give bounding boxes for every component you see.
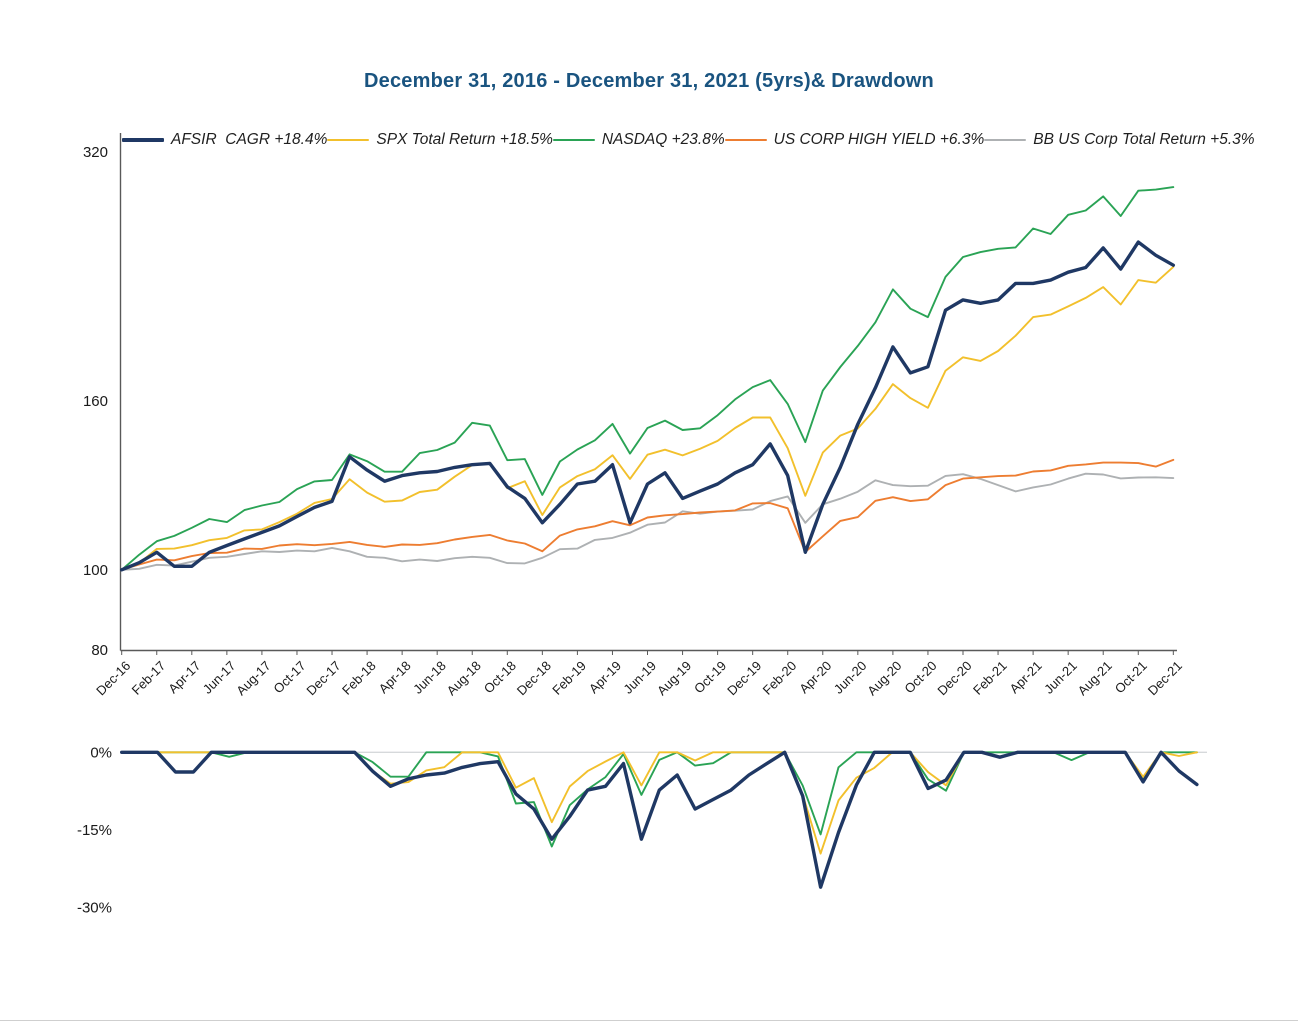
performance-line-1 [120, 265, 1175, 571]
legend-label: US CORP HIGH YIELD +6.3% [773, 131, 985, 148]
performance-line-0 [120, 240, 1175, 572]
performance-line-4 [120, 472, 1175, 571]
x-axis-tick-label: Dec-17 [303, 658, 343, 698]
x-axis-tick-label: Dec-16 [93, 658, 133, 698]
x-axis-tick-label: Aug-20 [864, 658, 904, 698]
x-axis-tick-label: Oct-20 [901, 658, 939, 696]
x-axis-tick-label: Dec-21 [1145, 658, 1185, 698]
x-axis-tick-label: Apr-21 [1007, 658, 1045, 696]
x-axis-tick-label: Apr-19 [586, 658, 624, 696]
y-axis-tick-label: 100 [83, 562, 108, 579]
legend-label: NASDAQ +23.8% [601, 131, 725, 148]
x-axis-tick-label: Aug-21 [1075, 658, 1115, 698]
legend-line-swatch [327, 138, 370, 142]
x-axis-tick-label: Oct-18 [481, 658, 519, 696]
x-axis-tick-label: Feb-17 [129, 658, 169, 698]
x-axis-tick-label: Apr-20 [796, 658, 834, 696]
x-axis-tick-label: Aug-19 [654, 658, 694, 698]
legend-label: BB US Corp Total Return +5.3% [1033, 131, 1255, 148]
x-axis-tick-label: Jun-17 [200, 658, 239, 697]
legend-line-swatch [724, 138, 767, 142]
drawdown-line-2 [120, 751, 1198, 848]
x-axis-tick-label: Oct-19 [691, 658, 729, 696]
x-axis-tick-label: Jun-18 [410, 658, 449, 697]
drawdown-tick-label: -30% [77, 900, 112, 917]
drawdown-line-0 [120, 750, 1199, 889]
legend-line-swatch [122, 138, 164, 142]
x-axis-tick-label: Feb-19 [549, 658, 589, 698]
chart-legend: AFSIR CAGR +18.4% SPX Total Return +18.5%… [122, 131, 1255, 149]
x-axis-tick-label: Apr-17 [165, 658, 203, 696]
x-axis-tick-label: Jun-20 [831, 658, 870, 697]
x-axis-tick-label: Feb-18 [339, 658, 379, 698]
y-axis-tick-label: 80 [91, 642, 108, 659]
performance-line-3 [120, 458, 1175, 571]
x-axis-tick-label: Jun-21 [1041, 658, 1080, 697]
x-axis-tick-label: Jun-19 [620, 658, 659, 697]
legend-item: US CORP HIGH YIELD +6.3% [724, 131, 985, 149]
x-axis-tick-label: Apr-18 [376, 658, 414, 696]
performance-line-2 [120, 186, 1175, 571]
drawdown-line-1 [120, 751, 1198, 855]
legend-label: SPX Total Return +18.5% [376, 131, 553, 148]
x-axis-tick-label: Feb-21 [970, 658, 1010, 698]
drawdown-tick-label: -15% [77, 822, 112, 839]
x-axis-tick-label: Feb-20 [760, 658, 800, 698]
legend-line-swatch [552, 138, 595, 142]
drawdown-tick-label: 0% [90, 744, 112, 761]
x-axis-tick-label: Dec-20 [934, 658, 974, 698]
x-axis-tick-label: Dec-19 [724, 658, 764, 698]
legend-item: BB US Corp Total Return +5.3% [984, 131, 1255, 149]
legend-label: AFSIR CAGR +18.4% [171, 131, 328, 148]
legend-line-swatch [984, 138, 1027, 142]
legend-item: AFSIR CAGR +18.4% [122, 131, 327, 149]
x-axis-tick-label: Dec-18 [514, 658, 554, 698]
x-axis-tick-label: Aug-18 [444, 658, 484, 698]
x-axis-tick-label: Aug-17 [233, 658, 273, 698]
x-axis-tick-label: Oct-21 [1112, 658, 1150, 696]
x-axis-tick-label: Oct-17 [270, 658, 308, 696]
legend-item: NASDAQ +23.8% [552, 131, 725, 149]
page-bottom-edge [0, 1020, 1298, 1021]
y-axis-tick-label: 320 [83, 144, 108, 161]
legend-item: SPX Total Return +18.5% [327, 131, 553, 149]
chart-title: December 31, 2016 - December 31, 2021 (5… [364, 70, 934, 92]
y-axis-tick-label: 160 [83, 393, 108, 410]
